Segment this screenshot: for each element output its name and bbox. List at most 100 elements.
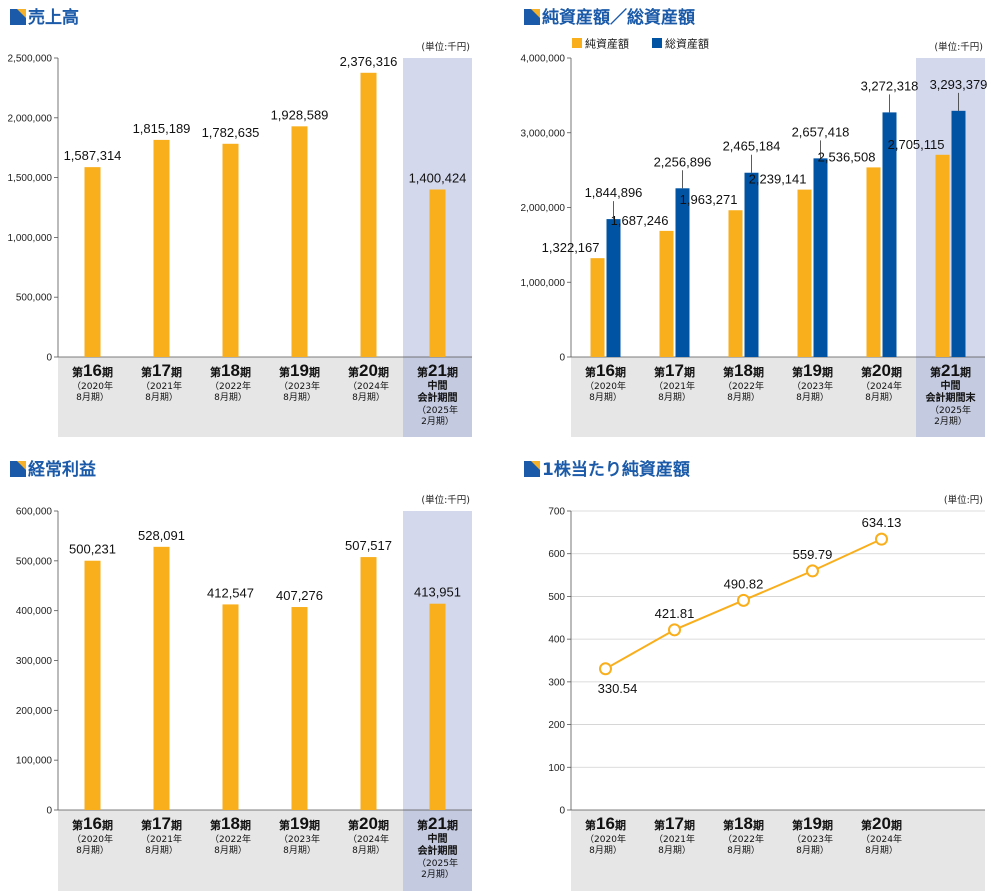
y-tick-label: 4,000,000 <box>521 54 566 65</box>
category-prefix: 第 <box>279 818 290 832</box>
chart-title: 純資産額／総資産額 <box>542 7 695 28</box>
category-date-label: 8月期） <box>796 845 829 856</box>
category-suffix: 期 <box>102 365 113 379</box>
category-label: 第16期 <box>72 814 113 833</box>
data-label: 1,844,896 <box>585 185 643 200</box>
category-number: 16 <box>83 361 102 380</box>
category-prefix: 第 <box>417 818 428 832</box>
bar <box>951 110 966 358</box>
category-date-label: （2025年 <box>417 857 458 869</box>
category-label: 第18期 <box>210 814 251 833</box>
category-date-label: 8月期） <box>352 845 385 856</box>
category-label: 第16期 <box>585 814 626 833</box>
category-prefix: 第 <box>792 365 803 379</box>
category-date-label: （2021年 <box>141 833 182 845</box>
category-date-label: （2023年 <box>279 833 320 845</box>
legend-swatch <box>572 38 582 48</box>
category-date-label: （2024年 <box>861 380 902 392</box>
category-date-label: 8月期） <box>589 392 622 403</box>
data-label: 500,231 <box>69 542 116 557</box>
y-tick-label: 100,000 <box>16 756 53 767</box>
bar <box>222 143 239 357</box>
y-tick-label: 400,000 <box>16 606 53 617</box>
data-point <box>875 532 888 546</box>
category-number: 16 <box>596 361 615 380</box>
unit-label: (単位:千円) <box>421 494 470 506</box>
y-tick-label: 0 <box>46 806 52 817</box>
data-label: 2,256,896 <box>654 154 712 169</box>
bar <box>935 154 950 357</box>
category-suffix: 期 <box>171 818 182 832</box>
bar <box>882 112 897 357</box>
data-point <box>806 564 819 578</box>
category-date-label: 8月期） <box>658 845 691 856</box>
category-prefix: 第 <box>210 818 221 832</box>
interim-highlight <box>916 58 985 357</box>
category-prefix: 第 <box>930 365 941 379</box>
title-corner-icon <box>17 461 26 470</box>
y-tick-label: 500 <box>548 592 565 603</box>
category-date-label: 8月期） <box>727 392 760 403</box>
category-band <box>571 810 985 891</box>
category-date-label: （2020年 <box>585 380 626 392</box>
data-label: 1,687,246 <box>611 213 669 228</box>
chart-4: 1株当たり純資産額(単位:円)0100200300400500600700第16… <box>524 459 985 891</box>
category-date-label: 8月期） <box>283 845 316 856</box>
unit-label: (単位:千円) <box>421 41 470 53</box>
category-date-label: 8月期） <box>727 845 760 856</box>
category-suffix: 期 <box>240 365 251 379</box>
bar <box>291 126 308 357</box>
data-point <box>599 662 612 676</box>
interim-category-band <box>403 810 472 891</box>
legend-label: 総資産額 <box>665 37 709 51</box>
category-number: 17 <box>152 814 171 833</box>
y-tick-label: 1,000,000 <box>8 233 53 244</box>
data-label: 507,517 <box>345 538 392 553</box>
data-label: 3,293,379 <box>930 77 988 92</box>
interim-category-band <box>403 357 472 437</box>
category-period-label: 会計期間末 <box>926 391 977 404</box>
category-number: 20 <box>872 814 891 833</box>
category-date-label: 8月期） <box>76 392 109 403</box>
bar <box>866 167 881 357</box>
category-date-label: 8月期） <box>145 392 178 403</box>
y-tick-label: 500,000 <box>16 556 53 567</box>
category-prefix: 第 <box>723 365 734 379</box>
category-suffix: 期 <box>753 365 764 379</box>
y-tick-label: 2,000,000 <box>8 113 53 124</box>
category-suffix: 期 <box>891 818 902 832</box>
bar <box>222 604 239 810</box>
data-label: 1,782,635 <box>202 125 260 140</box>
category-period-label: 会計期間 <box>418 844 458 857</box>
y-tick-label: 3,000,000 <box>521 128 566 139</box>
category-prefix: 第 <box>654 365 665 379</box>
category-date-label: （2023年 <box>792 380 833 392</box>
data-label: 1,815,189 <box>133 121 191 136</box>
category-suffix: 期 <box>378 818 389 832</box>
data-label: 2,536,508 <box>818 149 876 164</box>
category-date-label: （2022年 <box>723 833 764 845</box>
category-number: 20 <box>359 814 378 833</box>
y-tick-label: 1,000,000 <box>521 278 566 289</box>
category-suffix: 期 <box>684 365 695 379</box>
category-suffix: 期 <box>447 365 458 379</box>
category-date-label: 2月期） <box>421 869 454 880</box>
category-date-label: （2023年 <box>792 833 833 845</box>
bar <box>813 158 828 357</box>
data-label: 407,276 <box>276 588 323 603</box>
y-tick-label: 500,000 <box>16 293 53 304</box>
category-number: 18 <box>221 361 240 380</box>
category-date-label: （2023年 <box>279 380 320 392</box>
category-prefix: 第 <box>417 365 428 379</box>
data-label: 412,547 <box>207 585 254 600</box>
chart-1: 売上高 (単位:千円) 0 500,000 1,000,000 1,500,000 2,00… <box>8 7 472 437</box>
category-label: 第20期 <box>348 814 389 833</box>
category-prefix: 第 <box>861 365 872 379</box>
title-corner-icon <box>531 461 540 470</box>
category-label: 第19期 <box>792 814 833 833</box>
bar <box>153 139 170 357</box>
category-prefix: 第 <box>72 365 83 379</box>
category-date-label: 8月期） <box>145 845 178 856</box>
category-prefix: 第 <box>210 365 221 379</box>
